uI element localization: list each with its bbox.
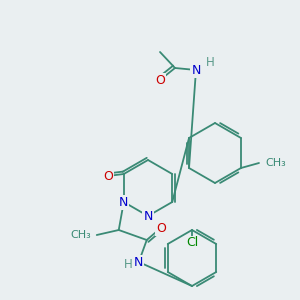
Text: O: O [155,74,165,86]
Text: N: N [191,64,201,76]
Text: H: H [206,56,214,68]
Text: N: N [143,209,153,223]
Text: CH₃: CH₃ [70,230,91,240]
Text: Cl: Cl [186,236,198,250]
Text: O: O [156,221,166,235]
Text: O: O [103,169,113,182]
Text: N: N [134,256,143,268]
Text: CH₃: CH₃ [265,158,286,168]
Text: H: H [123,259,132,272]
Text: N: N [119,196,128,208]
